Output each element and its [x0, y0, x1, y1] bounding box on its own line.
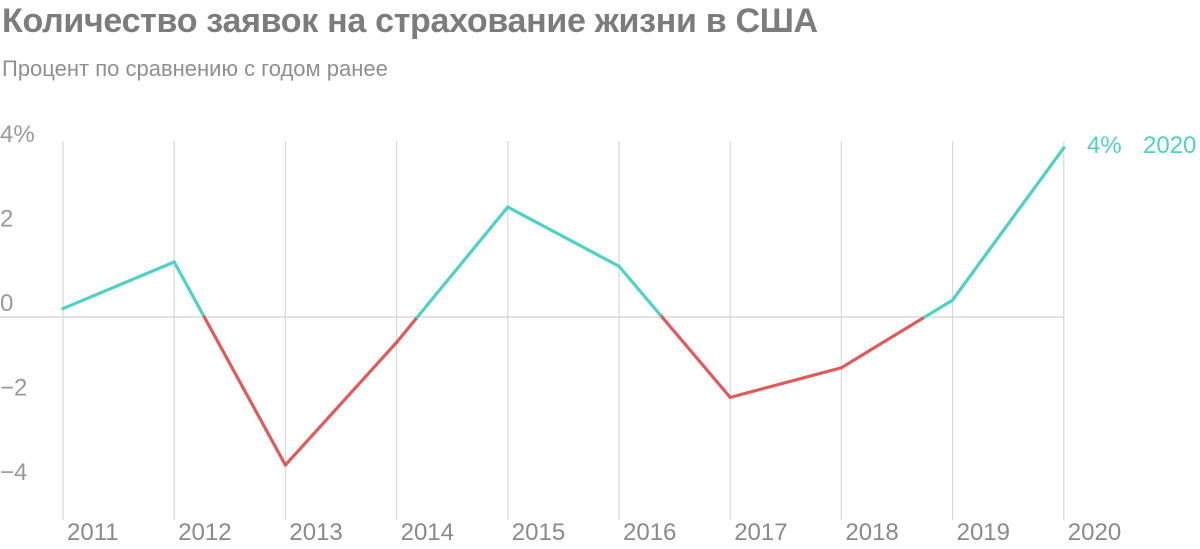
x-tick-label: 2015 — [512, 519, 565, 546]
y-tick-label: −2 — [0, 375, 27, 402]
series-segment-positive — [923, 298, 955, 319]
y-tick-label: 0 — [0, 290, 13, 317]
data-point-2020 — [1062, 146, 1066, 150]
x-tick-label: 2011 — [67, 519, 119, 546]
x-tick-label: 2017 — [734, 519, 787, 546]
series-line-layer — [61, 146, 1066, 467]
series-segment-positive — [415, 205, 510, 319]
series-segment-negative — [839, 315, 927, 370]
x-tick-label: 2012 — [178, 519, 231, 546]
x-tick-label: 2020 — [1068, 519, 1121, 546]
series-segment-positive — [172, 260, 206, 319]
x-tick-label: 2019 — [957, 519, 1010, 546]
x-tick-label: 2013 — [289, 519, 342, 546]
grid-layer — [0, 140, 1065, 520]
series-segment-positive — [950, 146, 1066, 302]
data-point-2017 — [728, 395, 732, 399]
series-segment-negative — [728, 366, 844, 399]
y-tick-label: 2 — [0, 205, 13, 232]
x-tick-label: 2018 — [845, 519, 898, 546]
y-tick-label: 4% — [0, 121, 35, 148]
y-axis-ticks: 4% 2 0 −2 −4 — [0, 121, 35, 486]
data-point-2012 — [172, 260, 176, 264]
chart-subtitle: Процент по сравнению с годом ранее — [2, 56, 388, 81]
series-segment-positive — [61, 260, 176, 311]
x-tick-label: 2016 — [623, 519, 676, 546]
series-segment-positive — [506, 205, 621, 268]
chart-title: Количество заявок на страхование жизни в… — [2, 2, 818, 40]
data-point-2015 — [506, 205, 510, 209]
series-segment-negative — [660, 315, 732, 399]
y-tick-label: −4 — [0, 459, 27, 486]
series-segment-negative — [395, 315, 420, 344]
series-segment-negative — [202, 315, 287, 467]
end-label-group: 4% 2020 — [1087, 132, 1196, 159]
data-point-2014 — [395, 340, 399, 344]
data-point-2016 — [617, 264, 621, 268]
end-year-label: 2020 — [1143, 132, 1196, 159]
data-point-2011 — [61, 306, 65, 311]
series-segment-negative — [283, 340, 399, 467]
x-tick-label: 2014 — [401, 519, 454, 546]
x-axis-ticks: 2011 2012 2013 2014 2015 2016 2017 2018 2019 2020 — [67, 519, 1121, 546]
data-point-2018 — [839, 366, 844, 370]
series-segment-positive — [617, 264, 664, 319]
data-point-2013 — [283, 463, 287, 467]
end-value-label: 4% — [1087, 132, 1122, 159]
data-point-2019 — [951, 298, 955, 302]
